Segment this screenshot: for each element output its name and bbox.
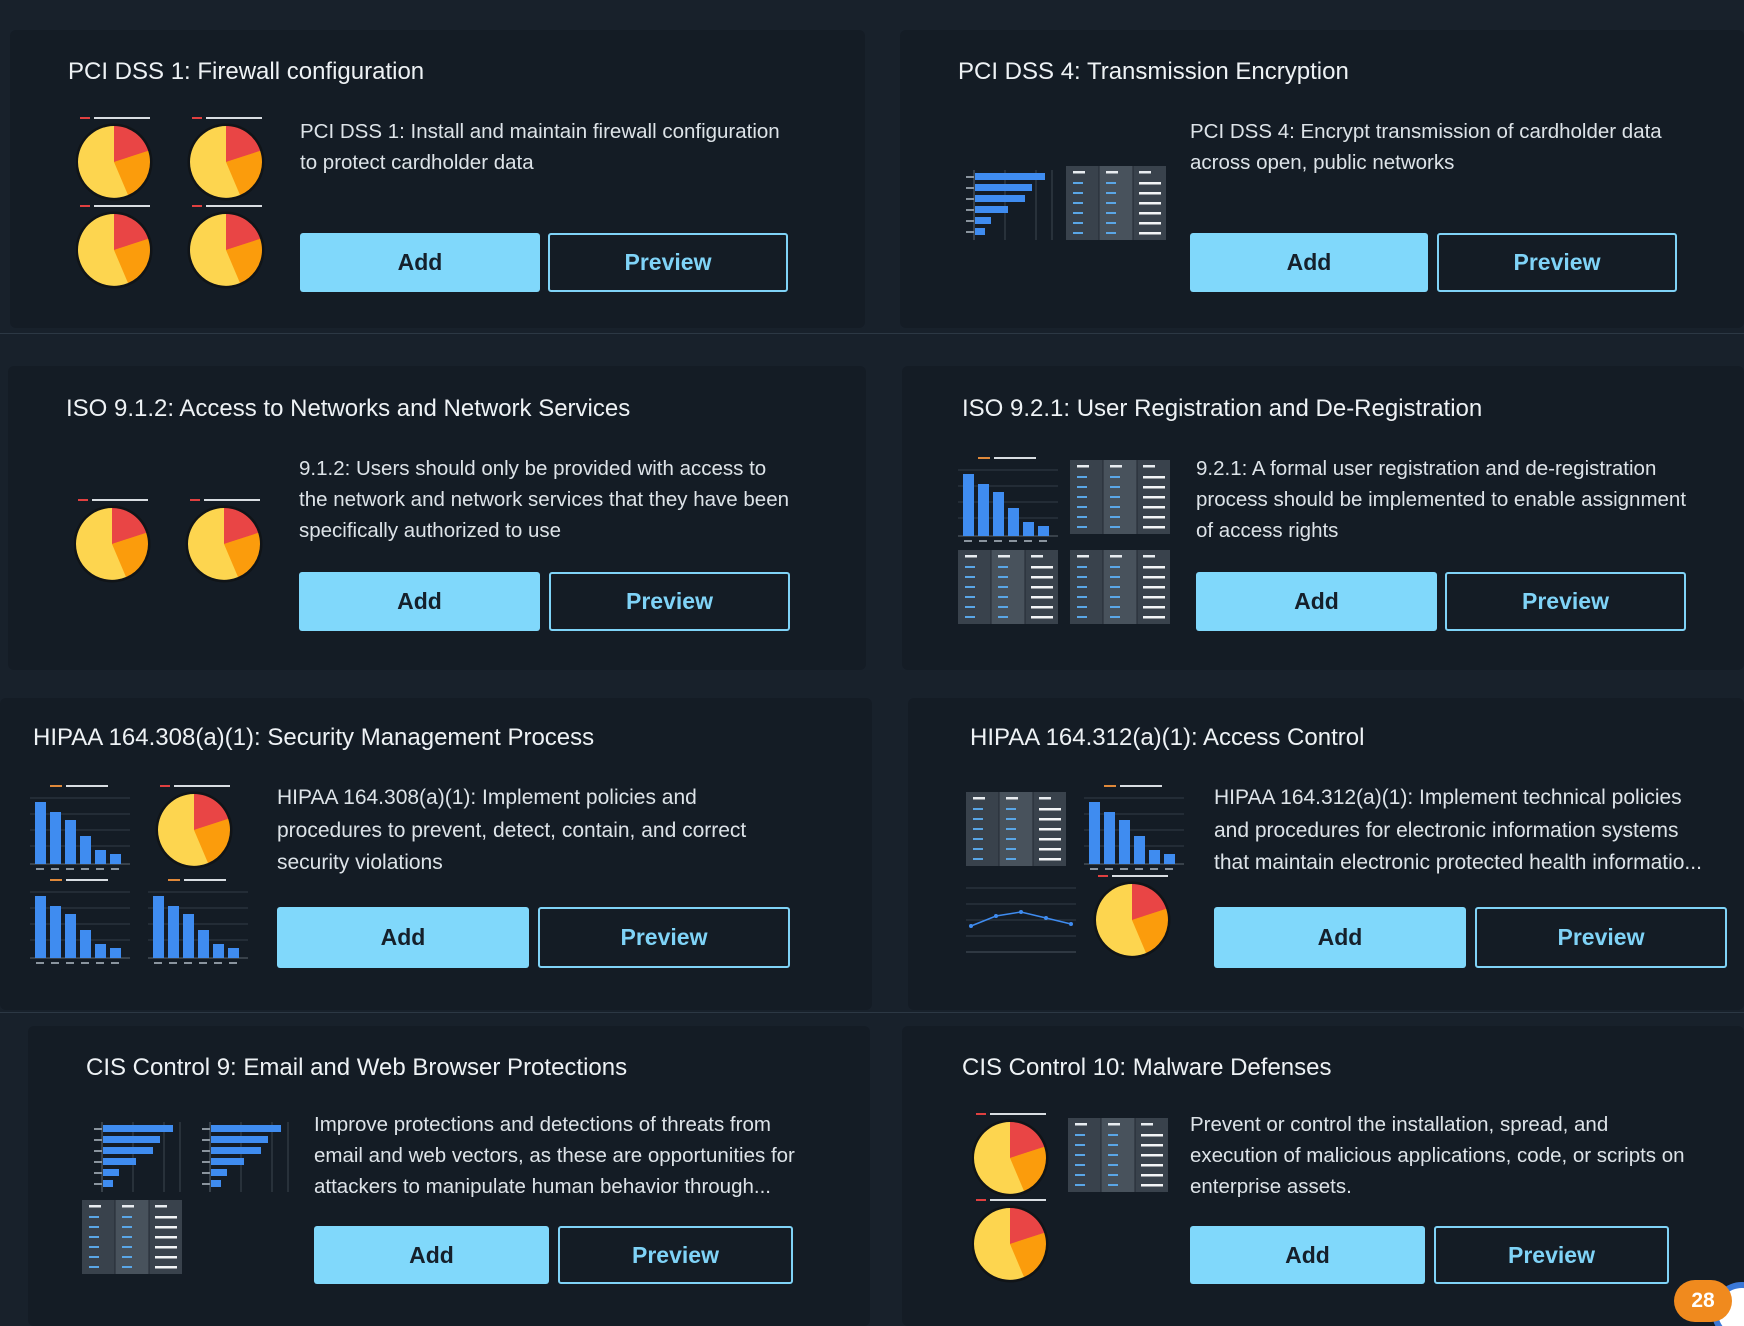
card-title: PCI DSS 4: Transmission Encryption — [958, 58, 1349, 85]
add-button[interactable]: Add — [300, 233, 540, 292]
preview-button[interactable]: Preview — [558, 1226, 793, 1284]
preview-button[interactable]: Preview — [1445, 572, 1686, 631]
template-card-hipaa-164-308: HIPAA 164.308(a)(1): Security Management… — [0, 698, 872, 1010]
card-title: ISO 9.2.1: User Registration and De-Regi… — [962, 395, 1483, 422]
row-separator — [0, 333, 1744, 334]
template-card-cis-control-10: CIS Control 10: Malware Defenses Prevent… — [902, 1026, 1744, 1326]
add-button[interactable]: Add — [1196, 572, 1437, 631]
template-card-iso-9-2-1: ISO 9.2.1: User Registration and De-Regi… — [902, 366, 1744, 670]
hbar-widget-icon — [82, 1122, 289, 1275]
notification-count-badge[interactable]: 28 — [1674, 1280, 1732, 1322]
add-button[interactable]: Add — [1190, 1226, 1425, 1284]
card-description: HIPAA 164.308(a)(1): Implement policies … — [277, 786, 747, 874]
card-title: HIPAA 164.312(a)(1): Access Control — [970, 724, 1365, 751]
card-description: Improve protections and detections of th… — [314, 1113, 795, 1198]
table-widget-icon — [966, 785, 1185, 959]
preview-button[interactable]: Preview — [1437, 233, 1677, 292]
preview-button[interactable]: Preview — [1475, 907, 1727, 968]
template-card-iso-9-1-2: ISO 9.1.2: Access to Networks and Networ… — [8, 366, 866, 670]
pie-widget-icon — [76, 116, 265, 289]
add-button[interactable]: Add — [1214, 907, 1466, 968]
card-description: PCI DSS 4: Encrypt transmission of cardh… — [1190, 120, 1662, 174]
card-title: ISO 9.1.2: Access to Networks and Networ… — [66, 395, 631, 422]
card-title: PCI DSS 1: Firewall configuration — [68, 58, 425, 85]
card-title: HIPAA 164.308(a)(1): Security Management… — [33, 724, 595, 751]
pie-widget-icon — [972, 1112, 1169, 1283]
card-description: PCI DSS 1: Install and maintain firewall… — [300, 120, 780, 174]
template-card-pci-dss-1: PCI DSS 1: Firewall configuration PCI DS… — [10, 30, 865, 328]
card-description: HIPAA 164.312(a)(1): Implement technical… — [1214, 786, 1702, 874]
card-description: 9.2.1: A formal user registration and de… — [1196, 457, 1687, 542]
preview-button[interactable]: Preview — [538, 907, 790, 968]
card-title: CIS Control 10: Malware Defenses — [962, 1054, 1332, 1081]
card-title: CIS Control 9: Email and Web Browser Pro… — [86, 1054, 628, 1081]
template-card-cis-control-9: CIS Control 9: Email and Web Browser Pro… — [28, 1026, 870, 1326]
preview-button[interactable]: Preview — [1434, 1226, 1669, 1284]
row-separator — [0, 1012, 1744, 1013]
pie-widget-icon — [74, 498, 263, 583]
card-description: Prevent or control the installation, spr… — [1190, 1113, 1685, 1198]
preview-button[interactable]: Preview — [549, 572, 790, 631]
template-card-hipaa-164-312: HIPAA 164.312(a)(1): Access Control HIPA… — [908, 698, 1744, 1010]
vbar-widget-icon — [30, 784, 249, 965]
add-button[interactable]: Add — [277, 907, 529, 968]
vbar-widget-icon — [958, 457, 1171, 625]
add-button[interactable]: Add — [1190, 233, 1428, 292]
hbar-widget-icon — [965, 166, 1167, 241]
template-card-pci-dss-4: PCI DSS 4: Transmission Encryption PCI D… — [900, 30, 1744, 328]
add-button[interactable]: Add — [314, 1226, 549, 1284]
add-button[interactable]: Add — [299, 572, 540, 631]
preview-button[interactable]: Preview — [548, 233, 788, 292]
card-description: 9.1.2: Users should only be provided wit… — [299, 457, 790, 542]
